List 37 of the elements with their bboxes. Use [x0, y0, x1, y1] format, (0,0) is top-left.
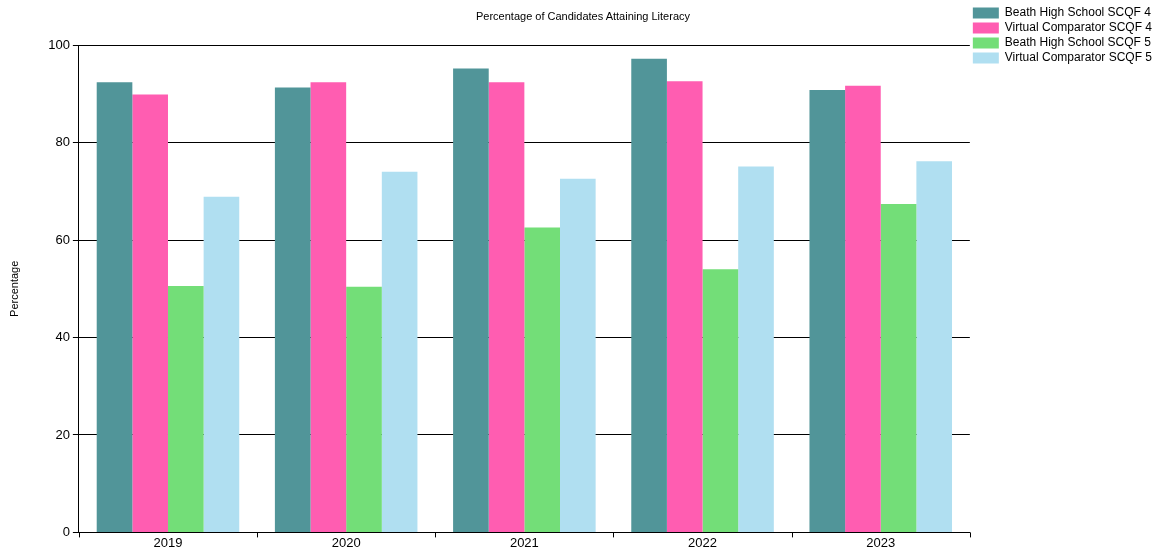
bar	[560, 178, 596, 532]
bar	[738, 166, 774, 532]
x-tick-label: 2022	[688, 534, 718, 550]
bar	[524, 227, 560, 532]
bar	[809, 90, 846, 532]
bar	[381, 171, 418, 532]
bar	[666, 81, 703, 532]
x-tick-label: 2021	[509, 534, 539, 550]
bar	[845, 85, 881, 532]
x-tick-label: 2019	[153, 534, 183, 550]
bar	[488, 82, 525, 532]
bar	[274, 87, 311, 532]
y-tick-label: 80	[55, 134, 70, 150]
bar	[916, 161, 953, 532]
y-tick-label: 60	[55, 231, 70, 247]
y-axis-title: Percentage	[7, 260, 20, 317]
bar	[631, 58, 667, 532]
bar	[346, 286, 382, 532]
bar	[880, 204, 917, 532]
bar	[167, 285, 204, 532]
bar	[453, 68, 489, 532]
chart-title: Percentage of Candidates Attaining Literacy	[475, 9, 691, 22]
legend-label: Virtual Comparator SCQF 4	[1004, 20, 1153, 35]
bar	[702, 269, 739, 532]
x-tick-label: 2023	[866, 534, 896, 550]
x-tick-label: 2020	[331, 534, 361, 550]
legend-label: Beath High School SCQF 4	[1004, 5, 1152, 20]
y-tick-label: 40	[55, 329, 70, 345]
y-tick-label: 0	[62, 523, 70, 539]
y-tick-label: 20	[55, 426, 70, 442]
bar	[310, 82, 347, 532]
y-tick-label: 100	[48, 36, 70, 52]
bar	[203, 196, 240, 532]
bar	[96, 82, 133, 532]
bar	[132, 94, 168, 532]
legend-label: Virtual Comparator SCQF 5	[1004, 50, 1153, 65]
legend-label: Beath High School SCQF 5	[1004, 35, 1152, 50]
